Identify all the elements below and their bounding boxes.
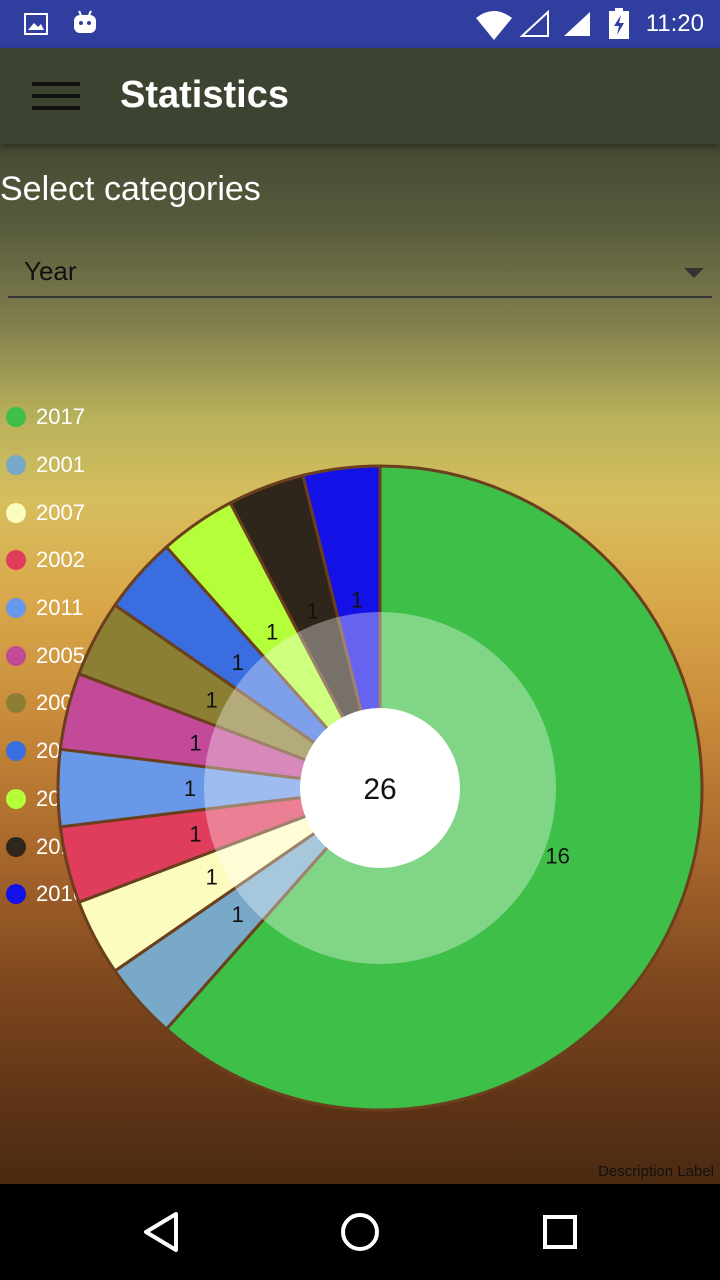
legend-dot [6,837,26,857]
navigation-bar [0,1184,720,1280]
legend-label: 2005 [36,643,85,668]
android-notification-icon [74,10,96,33]
gallery-notification-icon [24,13,48,35]
recents-square-icon [543,1215,577,1249]
legend-label: 2017 [36,404,85,429]
slice-value-label: 1 [266,620,278,645]
cell-signal-icon [564,12,590,36]
legend-dot [6,693,26,713]
legend-label: 2001 [36,452,85,477]
legend-dot [6,884,26,904]
legend-dot [6,741,26,761]
slice-value-label: 1 [232,902,244,927]
slice-value-label: 1 [307,598,319,623]
home-button[interactable] [330,1204,390,1260]
category-dropdown[interactable]: Year [8,246,712,298]
slice-value-label: 1 [206,688,218,713]
legend-dot [6,550,26,570]
cell-signal-empty-icon [520,10,549,37]
legend-label: 2007 [36,500,85,525]
legend-label: 2011 [36,595,84,620]
wifi-icon [476,11,512,40]
legend-item: 2017 [6,400,126,430]
slice-value-label: 1 [206,864,218,889]
app-bar: Statistics [0,48,720,144]
legend-dot [6,646,26,666]
home-circle-icon [341,1213,379,1251]
legend-dot [6,789,26,809]
legend-item: 2001 [6,448,126,478]
pie-center-hole [300,708,460,868]
slice-value-label: 1 [351,587,363,612]
slice-value-label: 1 [184,776,196,801]
battery-charging-icon [609,8,629,39]
clock-time: 11:20 [645,10,704,37]
slice-value-label: 16 [545,843,569,868]
slice-value-label: 1 [189,821,201,846]
back-triangle-icon [144,1212,178,1252]
legend-dot [6,407,26,427]
hamburger-menu-icon[interactable] [24,76,88,116]
legend-item: 2007 [6,496,126,526]
chart-description-label: Description Label [598,1163,714,1180]
legend-item: 2011 [6,591,126,621]
legend-label: 2002 [36,547,85,572]
legend-item: 2002 [6,543,126,573]
recents-button[interactable] [530,1204,590,1260]
legend-dot [6,598,26,618]
pie-slice[interactable] [301,464,382,789]
dropdown-arrow-icon [684,268,704,278]
legend-item: 2005 [6,639,126,669]
slice-value-label: 1 [189,731,201,756]
select-categories-label: Select categories [0,170,261,208]
pie-center-total: 26 [363,773,396,806]
back-button[interactable] [130,1204,190,1260]
legend-dot [6,503,26,523]
category-dropdown-value: Year [24,256,77,286]
page-title: Statistics [120,74,289,116]
legend-dot [6,455,26,475]
status-bar: 11:20 [0,0,720,48]
slice-value-label: 1 [232,650,244,675]
